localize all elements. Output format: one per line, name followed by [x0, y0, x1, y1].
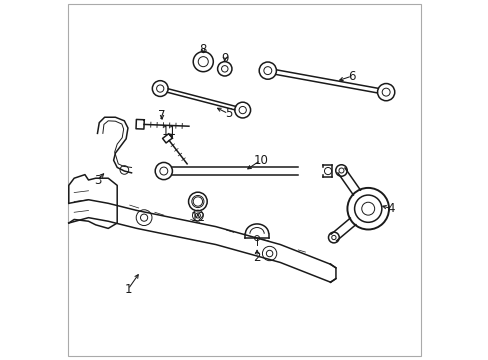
Text: 5: 5: [224, 107, 232, 120]
Text: 9: 9: [221, 51, 228, 64]
Text: 11: 11: [162, 125, 176, 138]
Text: 6: 6: [347, 69, 355, 82]
Text: 7: 7: [158, 109, 165, 122]
Text: 4: 4: [387, 202, 394, 215]
Text: 3: 3: [94, 174, 101, 186]
Text: 12: 12: [190, 211, 205, 224]
Text: 10: 10: [253, 154, 267, 167]
Text: 1: 1: [124, 283, 131, 296]
Text: 2: 2: [253, 251, 260, 264]
Text: 8: 8: [199, 42, 206, 55]
